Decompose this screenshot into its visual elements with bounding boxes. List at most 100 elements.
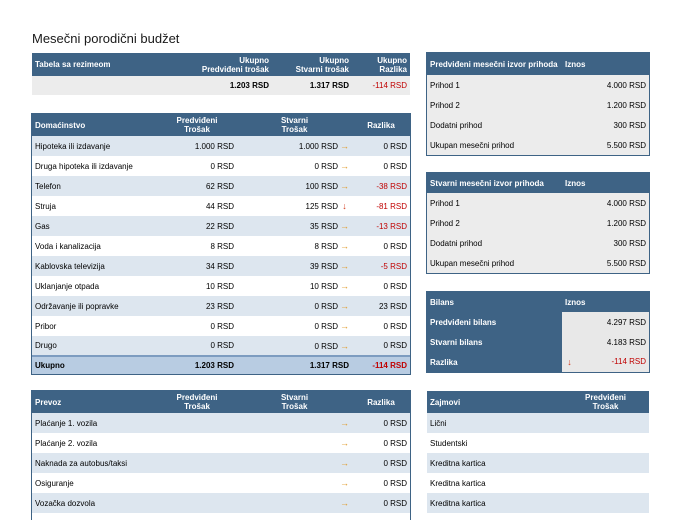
- table-row: Drugo 0 RSD 0 RSD → 0 RSD: [32, 336, 410, 356]
- household-item-planned: 8 RSD: [157, 236, 237, 256]
- transport-item-diff: 0 RSD: [352, 433, 410, 453]
- household-item-name: Pribor: [32, 316, 157, 336]
- table-row: Drugo: [427, 513, 649, 520]
- loans-item-name: Kreditna kartica: [427, 493, 562, 513]
- actual-income-item-amount: 300 RSD: [562, 233, 649, 253]
- household-total-label: Ukupno: [32, 355, 157, 374]
- transport-item-actual-cell: →: [237, 493, 352, 513]
- transport-item-planned: [157, 473, 237, 493]
- household-item-actual: 35 RSD: [309, 222, 338, 231]
- household-header-actual: Stvarni Trošak: [237, 114, 352, 136]
- loans-item-planned: [562, 453, 649, 473]
- table-row: Studentski: [427, 433, 649, 453]
- household-item-actual: 100 RSD: [305, 182, 338, 191]
- summary-table: Tabela sa rezimeom Ukupno Predviđeni tro…: [32, 53, 410, 95]
- transport-item-actual-cell: →: [237, 433, 352, 453]
- household-item-name: Uklanjanje otpada: [32, 276, 157, 296]
- actual-income-item-amount: 1.200 RSD: [562, 213, 649, 233]
- balance-header-amount: Iznos: [562, 292, 649, 312]
- household-header-label: Domaćinstvo: [32, 114, 157, 136]
- balance-item-amount: -114 RSD: [611, 357, 646, 366]
- planned-income-item-name: Ukupan mesečni prihod: [427, 135, 562, 155]
- loans-header-planned: Predviđeni Trošak: [562, 391, 649, 413]
- summary-actual: 1.317 RSD: [272, 76, 352, 95]
- planned-income-item-amount: 1.200 RSD: [562, 95, 649, 115]
- table-row: Voda i kanalizacija 8 RSD 8 RSD → 0 RSD: [32, 236, 410, 256]
- actual-income-item-amount: 5.500 RSD: [562, 253, 649, 273]
- household-total-row: Ukupno 1.203 RSD 1.317 RSD -114 RSD: [32, 355, 410, 374]
- table-row: Prihod 2 1.200 RSD: [427, 95, 649, 115]
- transport-item-name: Vozačka dozvola: [32, 493, 157, 513]
- household-item-actual: 0 RSD: [314, 302, 338, 311]
- arrow-right-icon: →: [340, 418, 349, 428]
- table-row: Uklanjanje otpada 10 RSD 10 RSD → 0 RSD: [32, 276, 410, 296]
- balance-item-amount: 4.297 RSD: [606, 317, 646, 327]
- transport-item-diff: 0 RSD: [352, 413, 410, 433]
- household-item-diff: 0 RSD: [352, 316, 410, 336]
- household-header-planned: Predviđeni Trošak: [157, 114, 237, 136]
- transport-item-actual-cell: →: [237, 513, 352, 520]
- table-row: Pribor 0 RSD 0 RSD → 0 RSD: [32, 316, 410, 336]
- household-table: Domaćinstvo Predviđeni Trošak Stvarni Tr…: [31, 113, 411, 375]
- balance-item-name: Razlika: [427, 352, 562, 372]
- table-row: Vozačka dozvola → 0 RSD: [32, 493, 410, 513]
- household-item-name: Struja: [32, 196, 157, 216]
- table-row: Prihod 1 4.000 RSD: [427, 193, 649, 213]
- loans-item-name: Kreditna kartica: [427, 453, 562, 473]
- table-row: Gorivo →0 RSD: [32, 513, 410, 520]
- household-item-actual: 0 RSD: [314, 162, 338, 171]
- transport-header-actual: Stvarni Trošak: [237, 391, 352, 413]
- transport-item-diff: 0 RSD: [352, 513, 410, 520]
- arrow-right-icon: →: [340, 141, 349, 151]
- planned-income-item-amount: 5.500 RSD: [562, 135, 649, 155]
- household-item-planned: 0 RSD: [157, 316, 237, 336]
- household-item-actual: 1.000 RSD: [298, 142, 338, 151]
- transport-header-label: Prevoz: [32, 391, 157, 413]
- table-row: Struja 44 RSD 125 RSD ↓ -81 RSD: [32, 196, 410, 216]
- balance-header-label: Bilans: [427, 292, 562, 312]
- balance-item-name: Stvarni bilans: [427, 332, 562, 352]
- table-row: Stvarni bilans 4.183 RSD: [427, 332, 649, 352]
- table-row: Ukupan mesečni prihod 5.500 RSD: [427, 135, 649, 155]
- household-total-diff: -114 RSD: [352, 355, 410, 374]
- household-item-planned: 44 RSD: [157, 196, 237, 216]
- balance-item-name: Predviđeni bilans: [427, 312, 562, 332]
- arrow-right-icon: →: [340, 518, 349, 520]
- household-item-actual-cell: 125 RSD ↓: [237, 196, 352, 216]
- household-item-diff: -38 RSD: [352, 176, 410, 196]
- table-row: Dodatni prihod 300 RSD: [427, 115, 649, 135]
- household-item-diff: 23 RSD: [352, 296, 410, 316]
- actual-income-item-name: Prihod 2: [427, 213, 562, 233]
- arrow-right-icon: →: [340, 478, 349, 488]
- balance-item-amount: 4.183 RSD: [606, 337, 646, 347]
- summary-diff: -114 RSD: [352, 76, 410, 95]
- arrow-right-icon: →: [340, 261, 349, 271]
- loans-item-name: Lični: [427, 413, 562, 433]
- household-item-name: Druga hipoteka ili izdavanje: [32, 156, 157, 176]
- transport-header-diff: Razlika: [352, 391, 410, 413]
- transport-item-planned: [157, 413, 237, 433]
- loans-item-planned: [562, 413, 649, 433]
- arrow-right-icon: →: [340, 321, 349, 331]
- table-row: Prihod 2 1.200 RSD: [427, 213, 649, 233]
- transport-item-name: Plaćanje 1. vozila: [32, 413, 157, 433]
- actual-income-table: Stvarni mesečni izvor prihoda Iznos Prih…: [426, 172, 650, 274]
- table-row: Telefon 62 RSD 100 RSD → -38 RSD: [32, 176, 410, 196]
- transport-item-actual-cell: →: [237, 413, 352, 433]
- table-row: Lični: [427, 413, 649, 433]
- planned-income-item-amount: 4.000 RSD: [562, 75, 649, 95]
- summary-header-planned: Ukupno Predviđeni trošak: [157, 53, 272, 76]
- arrow-right-icon: →: [340, 458, 349, 468]
- transport-item-actual-cell: →: [237, 473, 352, 493]
- summary-header-label: Tabela sa rezimeom: [32, 53, 157, 76]
- actual-income-item-name: Ukupan mesečni prihod: [427, 253, 562, 273]
- table-row: Plaćanje 1. vozila → 0 RSD: [32, 413, 410, 433]
- summary-header-diff: Ukupno Razlika: [352, 53, 410, 76]
- household-item-name: Održavanje ili popravke: [32, 296, 157, 316]
- household-item-name: Drugo: [32, 336, 157, 356]
- planned-income-item-name: Prihod 1: [427, 75, 562, 95]
- household-item-planned: 1.000 RSD: [157, 136, 237, 156]
- balance-item-amount-cell: 4.183 RSD: [562, 332, 649, 352]
- transport-header-planned: Predviđeni Trošak: [157, 391, 237, 413]
- household-item-planned: 62 RSD: [157, 176, 237, 196]
